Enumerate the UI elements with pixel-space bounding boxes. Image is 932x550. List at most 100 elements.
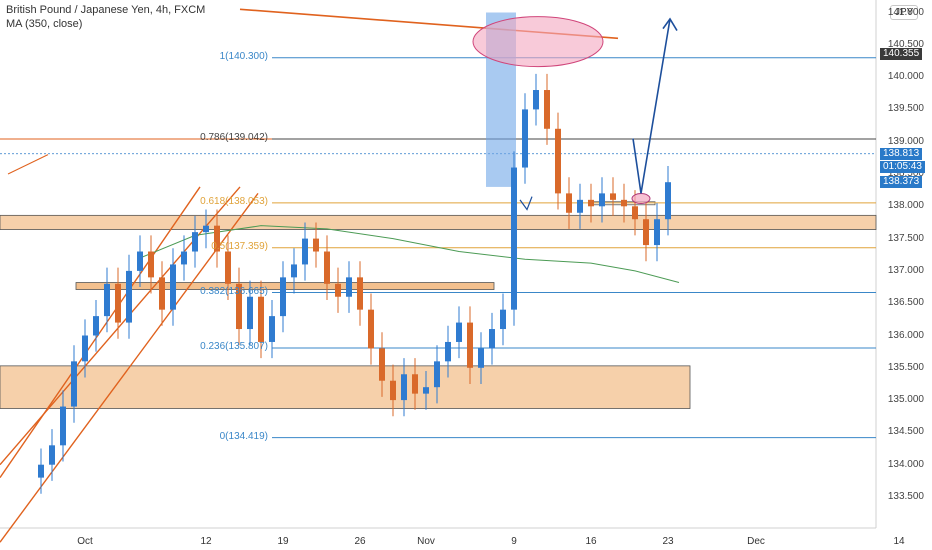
- time-tick-label: 26: [354, 536, 366, 547]
- candle-body: [236, 283, 242, 330]
- candle-body: [511, 167, 517, 310]
- candle-body: [445, 341, 451, 362]
- time-tick-label: Oct: [77, 536, 93, 547]
- candle-body: [423, 387, 429, 394]
- candle-body: [379, 348, 385, 381]
- candle-body: [104, 283, 110, 317]
- indicator-legend: MA (350, close): [6, 18, 83, 30]
- candle-body: [368, 309, 374, 349]
- candle-body: [566, 193, 572, 213]
- candle-body: [654, 219, 660, 246]
- candle-body: [665, 182, 671, 220]
- price-tick-label: 135.500: [887, 361, 924, 373]
- candle-body: [93, 316, 99, 336]
- fib-level-label: 0.786(139.042): [200, 131, 268, 143]
- highlight-ellipse: [472, 16, 604, 68]
- candle-body: [588, 199, 594, 207]
- candle-body: [401, 374, 407, 401]
- candle-body: [324, 251, 330, 284]
- candle-body: [643, 219, 649, 246]
- candle-body: [346, 277, 352, 297]
- candle-body: [280, 277, 286, 317]
- candle-body: [621, 199, 627, 207]
- fib-level-label: 1(140.300): [219, 50, 268, 62]
- fib-level-label: 0.382(136.665): [200, 285, 268, 297]
- candle-body: [49, 445, 55, 465]
- price-tick-label: 133.500: [887, 491, 924, 502]
- time-tick-label: Dec: [747, 536, 765, 547]
- candle-body: [291, 264, 297, 278]
- candle-body: [82, 335, 88, 362]
- time-tick-label: 12: [200, 536, 212, 547]
- candle-body: [137, 251, 143, 271]
- rising-wedge-lower-line: [0, 192, 259, 543]
- candle-body: [467, 322, 473, 368]
- candle-body: [478, 348, 484, 368]
- currency-button[interactable]: JPY: [890, 5, 919, 20]
- rising-trend-line: [0, 186, 241, 466]
- candle-body: [522, 109, 528, 168]
- candle-body: [203, 225, 209, 233]
- ma-350-line: [139, 225, 680, 284]
- candle-body: [610, 193, 616, 200]
- candle-body: [126, 270, 132, 323]
- price-tick-label: 135.000: [887, 394, 924, 406]
- price-tick-label: 134.000: [887, 458, 924, 470]
- candle-body: [302, 238, 308, 265]
- short-trend-line: [7, 154, 49, 175]
- candle-body: [148, 251, 154, 278]
- candle-body: [412, 374, 418, 394]
- candle-body: [456, 322, 462, 342]
- fib-level-label: 0.236(135.807): [200, 340, 268, 352]
- candle-body: [181, 251, 187, 265]
- price-tick-label: 136.000: [887, 329, 924, 341]
- candle-body: [599, 193, 605, 207]
- time-tick-label: 23: [662, 536, 674, 547]
- price-tick-label: 137.500: [887, 232, 924, 244]
- candle-body: [555, 128, 561, 194]
- price-tick-label: 136.500: [887, 297, 924, 309]
- candle-body: [170, 264, 176, 310]
- price-tick-label: 138.000: [887, 200, 924, 212]
- candle-body: [214, 225, 220, 252]
- projection-arrow: [632, 18, 671, 194]
- price-tick-label: 141.000: [887, 6, 924, 18]
- candle-body: [357, 277, 363, 310]
- candle-body: [335, 283, 341, 297]
- candle-body: [192, 232, 198, 252]
- time-tick-label: 19: [277, 536, 289, 547]
- candle-body: [489, 329, 495, 349]
- time-tick-label: 16: [585, 536, 597, 547]
- candle-body: [38, 464, 44, 478]
- support-resistance-zone: [0, 214, 877, 230]
- price-tick-label: 139.000: [887, 135, 924, 147]
- small-arrow: [519, 196, 533, 211]
- chart-title: British Pound / Japanese Yen, 4h, FXCM: [6, 4, 206, 16]
- time-tick-label: 9: [511, 536, 517, 547]
- price-axis-label: 01:05:43: [880, 160, 925, 173]
- candle-body: [577, 199, 583, 213]
- candle-body: [71, 361, 77, 407]
- candle-body: [632, 206, 638, 220]
- candle-body: [269, 316, 275, 342]
- candle-body: [500, 309, 506, 330]
- candle-body: [225, 251, 231, 284]
- candle-body: [434, 361, 440, 388]
- price-tick-label: 139.500: [887, 103, 924, 115]
- projection-arrowhead: [662, 17, 678, 32]
- candle-body: [544, 90, 550, 129]
- candle-body: [258, 296, 264, 342]
- price-tick-label: 140.000: [887, 71, 924, 83]
- candle-body: [390, 380, 396, 401]
- fib-level-label: 0(134.419): [219, 430, 268, 442]
- price-axis-label: 140.355: [880, 48, 923, 61]
- time-tick-label: 14: [893, 536, 905, 547]
- rising-wedge-upper-line: [0, 186, 201, 479]
- small-ellipse: [631, 193, 651, 205]
- price-axis-label: 138.813: [880, 147, 923, 160]
- candle-body: [60, 406, 66, 446]
- price-tick-label: 140.500: [887, 38, 924, 50]
- price-tick-label: 137.000: [887, 264, 924, 276]
